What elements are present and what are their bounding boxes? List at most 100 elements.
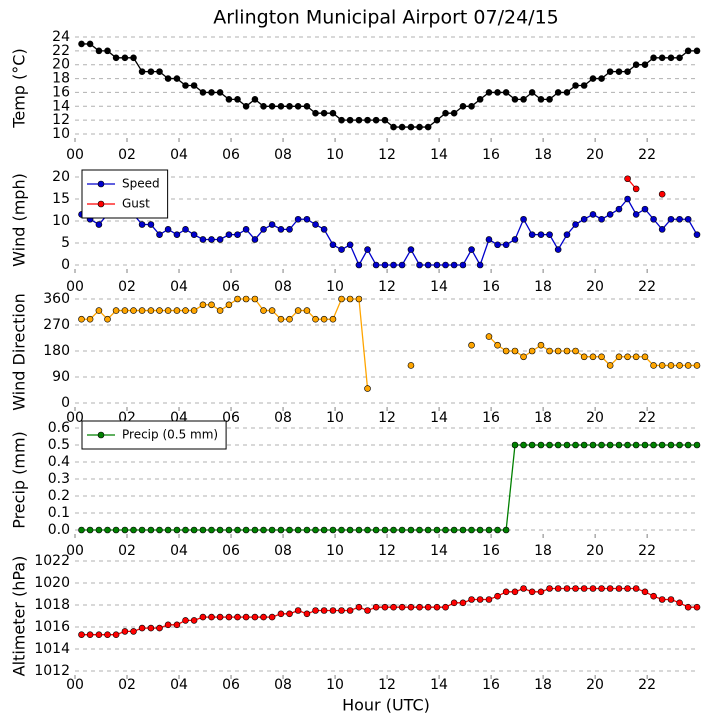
data-point xyxy=(502,347,510,355)
data-point xyxy=(268,526,276,534)
data-point xyxy=(546,347,553,355)
data-point xyxy=(190,231,198,238)
data-point xyxy=(589,441,597,449)
x-tick-label: 04 xyxy=(170,677,188,693)
data-point xyxy=(641,205,649,213)
x-axis-label: Hour (UTC) xyxy=(342,696,430,715)
data-point xyxy=(572,221,579,228)
data-point xyxy=(624,441,631,449)
data-point xyxy=(572,347,579,355)
data-point xyxy=(511,347,519,355)
data-point xyxy=(450,109,458,117)
data-point xyxy=(286,526,293,534)
data-point xyxy=(546,231,553,238)
data-point xyxy=(502,588,510,596)
data-point xyxy=(589,211,597,218)
data-point xyxy=(528,441,536,449)
data-point xyxy=(121,526,129,534)
x-tick-label: 00 xyxy=(66,543,84,559)
series-line xyxy=(81,587,697,636)
x-tick-label: 10 xyxy=(326,410,344,426)
data-point xyxy=(147,624,155,632)
data-point xyxy=(104,47,111,55)
data-point xyxy=(650,362,657,369)
data-point xyxy=(693,47,701,55)
data-point xyxy=(693,231,701,238)
data-point xyxy=(104,526,111,534)
data-point xyxy=(658,596,666,603)
data-point xyxy=(260,102,267,110)
legend-marker xyxy=(97,180,105,188)
data-point xyxy=(216,613,224,621)
y-tick-label: 20 xyxy=(52,57,70,73)
data-point xyxy=(416,123,423,131)
data-point xyxy=(130,526,137,534)
series-line xyxy=(81,197,698,267)
data-point xyxy=(520,441,527,449)
data-point xyxy=(580,82,588,89)
data-point xyxy=(598,441,605,449)
data-point xyxy=(138,307,146,314)
data-point xyxy=(338,526,345,534)
data-point xyxy=(78,631,85,639)
data-point xyxy=(173,526,181,534)
data-point xyxy=(182,526,189,534)
data-point xyxy=(442,603,449,611)
data-point xyxy=(554,89,562,96)
data-point xyxy=(424,603,432,611)
data-point xyxy=(511,236,519,243)
data-point xyxy=(294,102,302,110)
data-point xyxy=(130,54,137,62)
data-point xyxy=(130,307,137,314)
x-tick-label: 14 xyxy=(430,279,448,295)
data-point xyxy=(459,599,467,607)
x-tick-label: 20 xyxy=(586,677,604,693)
data-point xyxy=(251,236,259,243)
data-point xyxy=(268,613,276,621)
x-tick-label: 14 xyxy=(430,677,448,693)
data-point xyxy=(312,526,319,534)
data-point xyxy=(173,621,181,629)
data-point xyxy=(242,526,250,534)
data-point xyxy=(676,362,683,369)
x-tick-label: 08 xyxy=(274,543,292,559)
data-point xyxy=(684,47,692,55)
x-tick-label: 20 xyxy=(586,147,604,163)
data-point xyxy=(355,116,363,124)
data-point xyxy=(121,307,129,314)
data-point xyxy=(598,353,605,361)
data-point xyxy=(381,603,389,611)
data-point xyxy=(338,116,345,124)
y-tick-label: 360 xyxy=(43,291,70,307)
data-point xyxy=(86,631,94,639)
x-tick-label: 18 xyxy=(534,677,552,693)
data-point xyxy=(554,347,562,355)
data-point xyxy=(320,315,328,323)
data-point xyxy=(303,526,311,534)
data-point xyxy=(86,315,94,323)
data-point xyxy=(303,102,311,110)
y-tick-label: 22 xyxy=(52,43,70,59)
y-axis-label: Wind (mph) xyxy=(10,173,29,267)
data-point xyxy=(624,353,631,361)
y-tick-label: 5 xyxy=(61,235,70,251)
y-tick-label: 270 xyxy=(43,317,70,333)
y-tick-label: 0.0 xyxy=(48,522,70,538)
data-point xyxy=(537,588,545,596)
data-point xyxy=(268,221,276,228)
data-point xyxy=(173,75,181,82)
data-point xyxy=(572,585,579,592)
data-point xyxy=(251,295,259,303)
data-point xyxy=(398,123,406,131)
data-point xyxy=(346,526,354,534)
data-point xyxy=(598,215,605,223)
y-tick-label: 1012 xyxy=(34,663,70,679)
data-point xyxy=(277,526,285,534)
data-point xyxy=(546,585,553,592)
data-point xyxy=(684,441,692,449)
y-axis-label: Precip (mm) xyxy=(10,431,29,529)
data-point xyxy=(138,221,146,228)
x-tick-label: 08 xyxy=(274,279,292,295)
data-point xyxy=(346,116,354,124)
x-tick-label: 22 xyxy=(638,543,656,559)
